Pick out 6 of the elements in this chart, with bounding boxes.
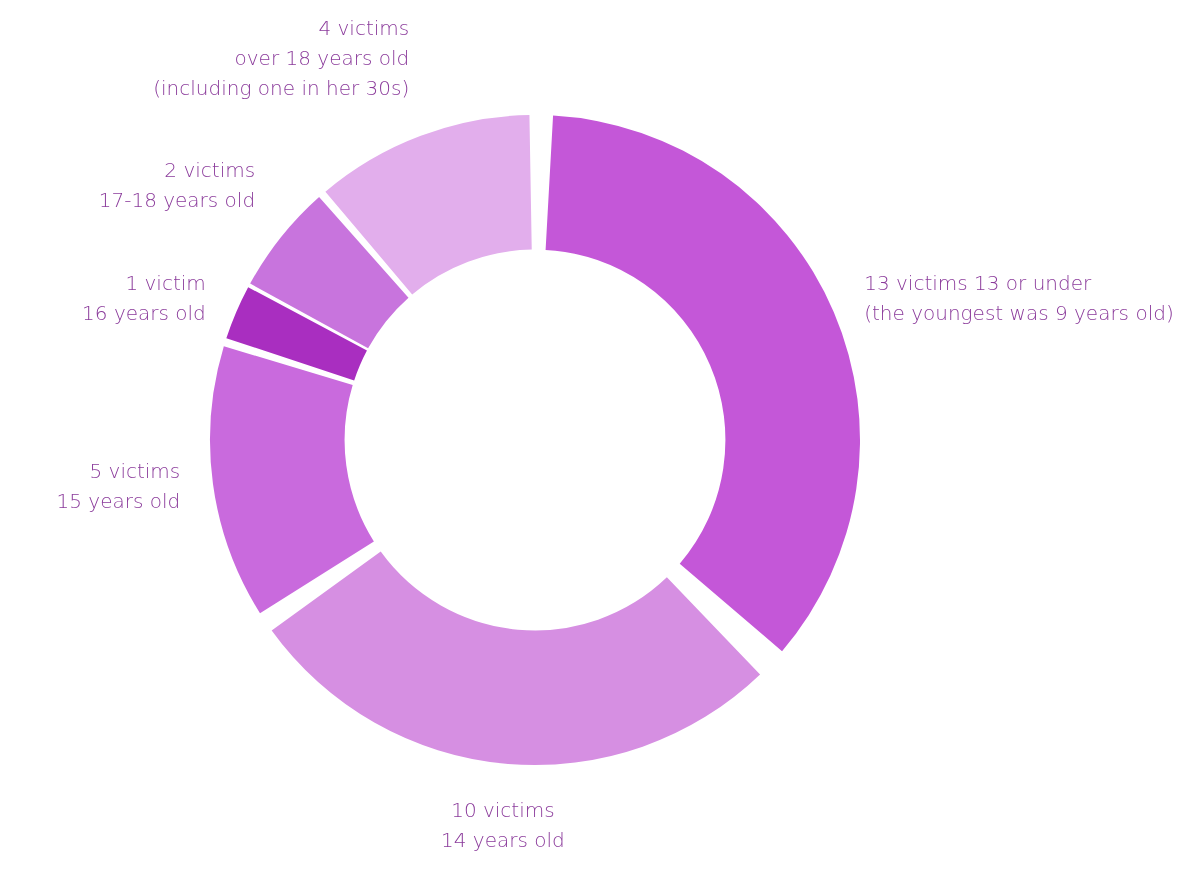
slice-label: 10 victims 14 years old: [441, 797, 565, 852]
slice-label: 5 victims 15 years old: [56, 459, 181, 514]
slice-label: 2 victims 17-18 years old: [98, 157, 256, 212]
slice-label: 1 victim 16 years old: [82, 270, 206, 325]
slice-label: 4 victims over 18 years old (including one in her 30s): [153, 16, 410, 101]
slice-label: 13 victims 13 or under (the youngest was 9 years old): [864, 270, 1174, 325]
